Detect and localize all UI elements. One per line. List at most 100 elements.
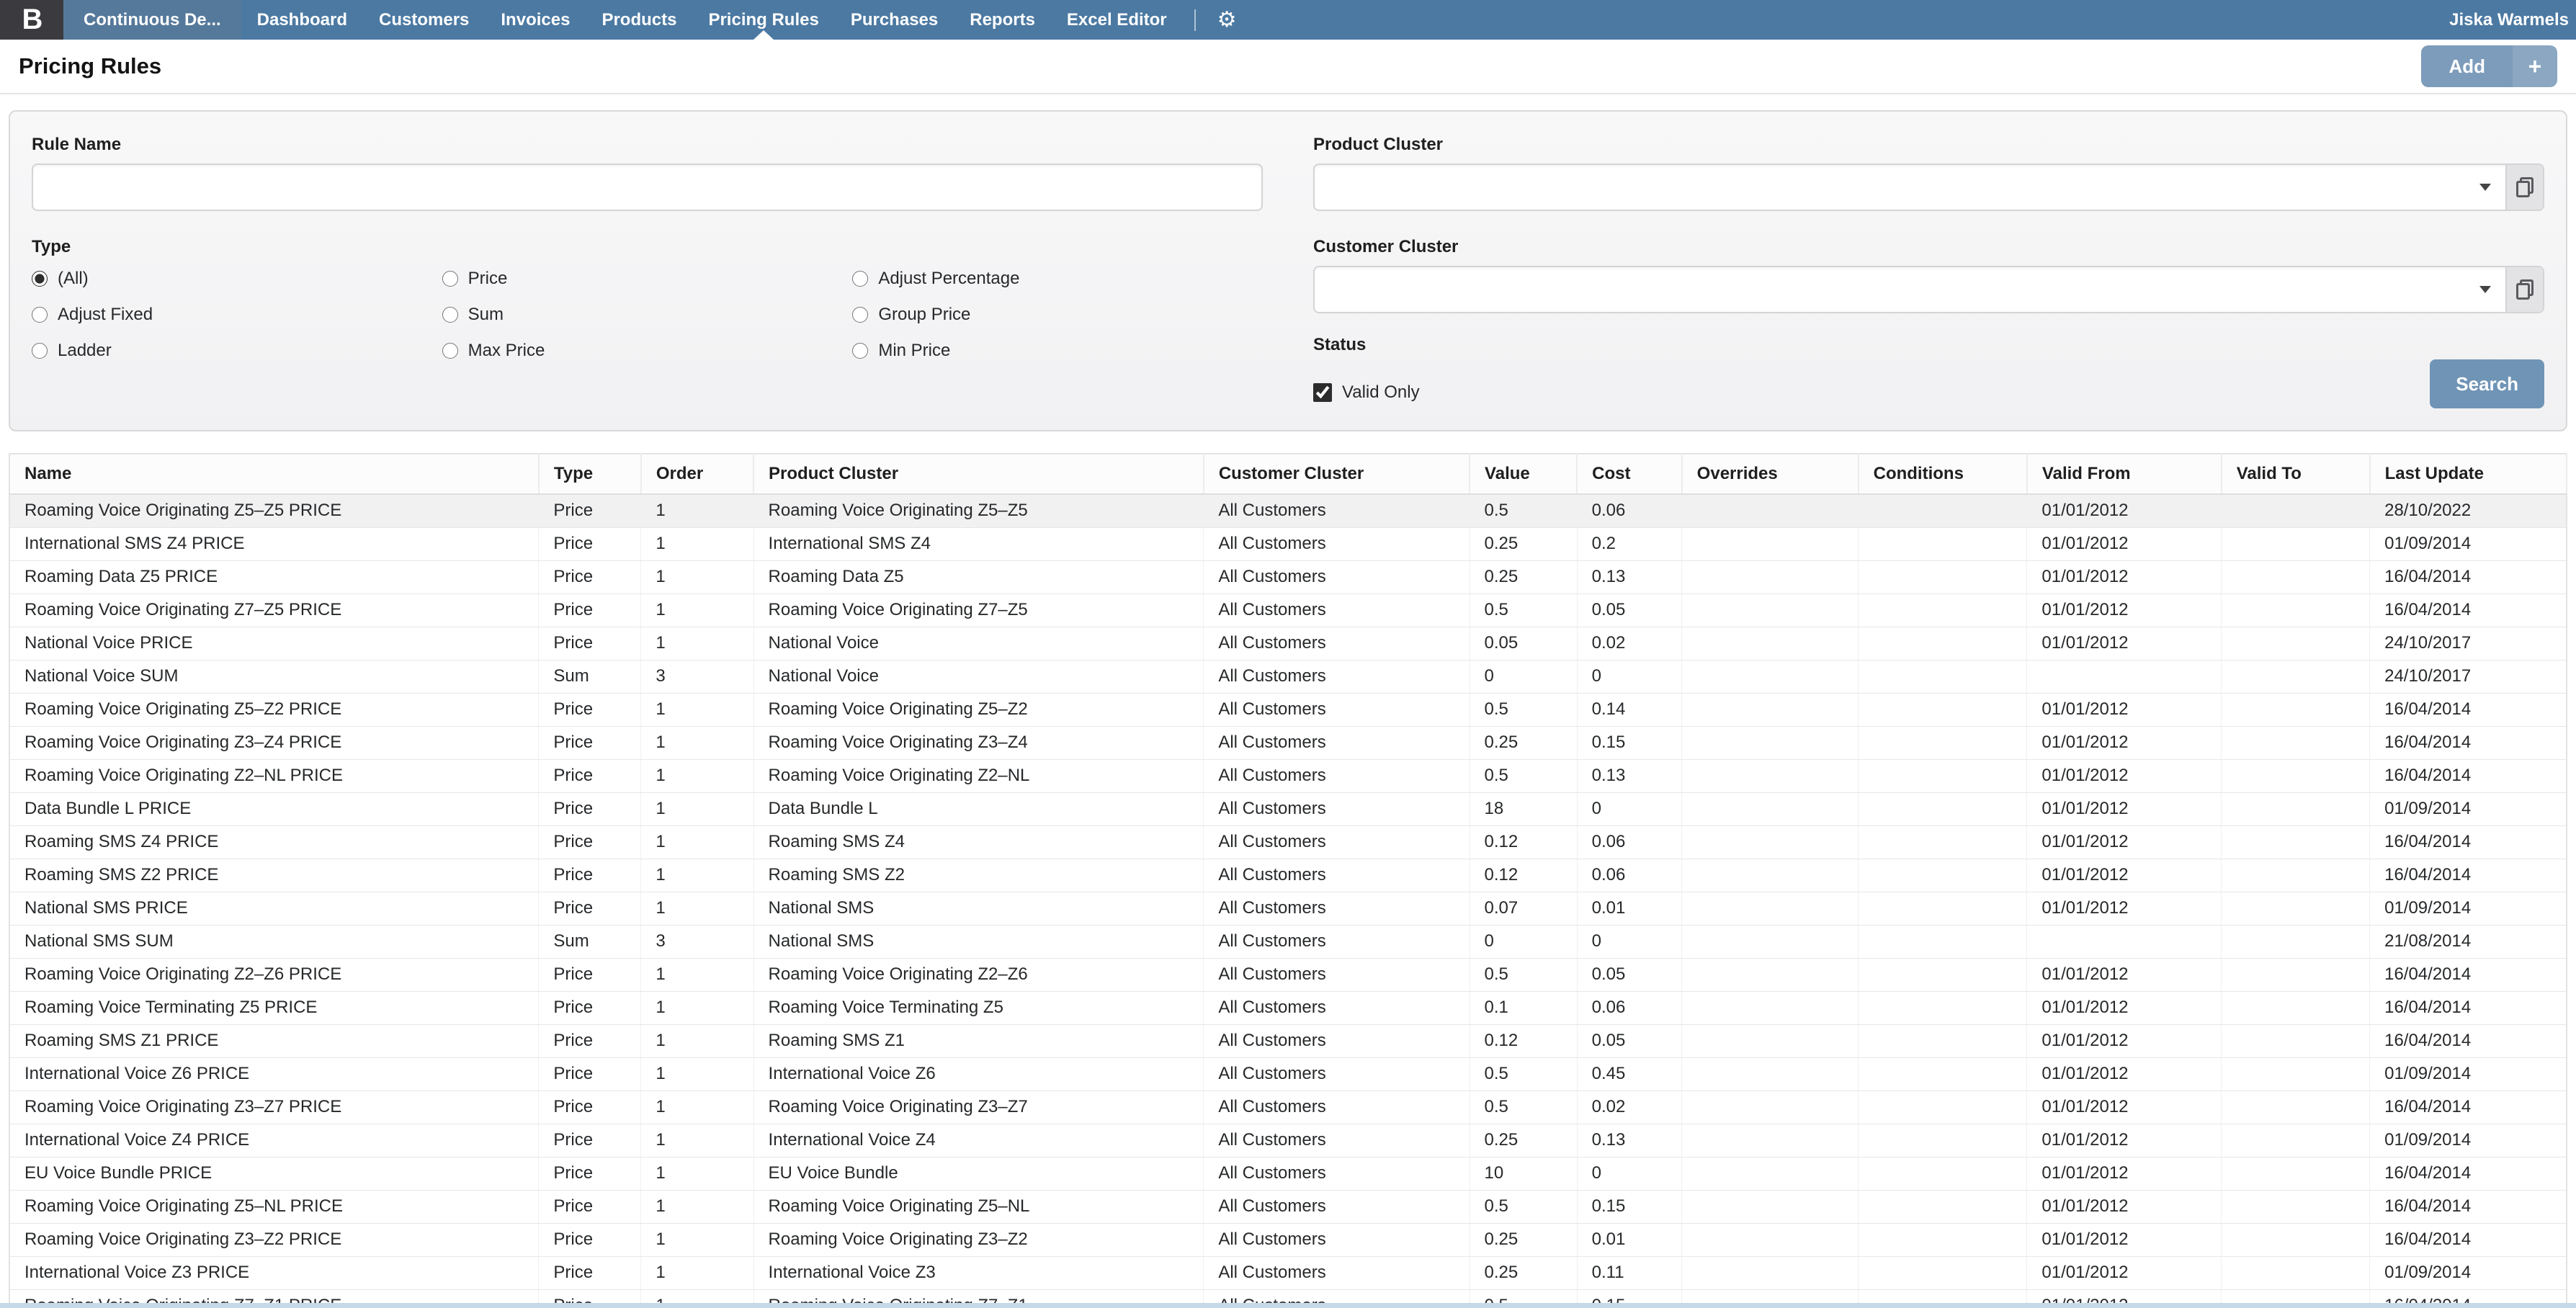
table-row[interactable]: Roaming SMS Z2 PRICEPrice1Roaming SMS Z2… (9, 859, 2567, 892)
table-row[interactable]: Roaming Voice Originating Z5–Z2 PRICEPri… (9, 693, 2567, 726)
table-row[interactable]: Roaming Voice Terminating Z5 PRICEPrice1… (9, 991, 2567, 1024)
type-option-label: Sum (468, 305, 504, 325)
type-radio[interactable] (442, 343, 458, 359)
rule-name-input[interactable] (32, 164, 1263, 211)
type-option-label: Adjust Percentage (878, 269, 1019, 289)
cell-type: Price (539, 1157, 641, 1190)
table-row[interactable]: National SMS PRICEPrice1National SMSAll … (9, 892, 2567, 925)
add-plus-button[interactable]: + (2513, 45, 2557, 87)
cell-product-cluster: Roaming SMS Z1 (753, 1024, 1204, 1057)
cell-cost: 0 (1577, 925, 1682, 958)
cell-order: 1 (641, 1024, 753, 1057)
type-radio[interactable] (852, 307, 868, 323)
column-header-product-cluster[interactable]: Product Cluster (753, 454, 1204, 494)
column-header-customer-cluster[interactable]: Customer Cluster (1204, 454, 1470, 494)
table-row[interactable]: Roaming Voice Originating Z2–Z6 PRICEPri… (9, 958, 2567, 991)
type-radio[interactable] (32, 307, 48, 323)
cell-value: 0.12 (1470, 1024, 1577, 1057)
cell-valid-to (2222, 560, 2370, 593)
column-header-cost[interactable]: Cost (1577, 454, 1682, 494)
table-row[interactable]: Roaming Voice Originating Z2–NL PRICEPri… (9, 759, 2567, 792)
cell-valid-from: 01/01/2012 (2027, 693, 2222, 726)
nav-item-reports[interactable]: Reports (954, 0, 1051, 40)
filter-right-column: Product Cluster Customer Cluster Status … (1313, 122, 2544, 408)
table-row[interactable]: Roaming Voice Originating Z3–Z2 PRICEPri… (9, 1223, 2567, 1256)
table-row[interactable]: National Voice SUMSum3National VoiceAll … (9, 660, 2567, 693)
nav-item-invoices[interactable]: Invoices (485, 0, 586, 40)
cell-customer-cluster: All Customers (1204, 759, 1470, 792)
cell-product-cluster: National SMS (753, 892, 1204, 925)
user-menu[interactable]: Jiska Warmels (2449, 0, 2576, 40)
column-header-last-update[interactable]: Last Update (2370, 454, 2567, 494)
type-radio[interactable] (442, 271, 458, 287)
type-option-sum[interactable]: Sum (442, 305, 853, 325)
cell-valid-from: 01/01/2012 (2027, 991, 2222, 1024)
type-option-ladder[interactable]: Ladder (32, 341, 442, 361)
column-header-name[interactable]: Name (9, 454, 539, 494)
cell-overrides (1682, 1223, 1859, 1256)
nav-item-dashboard[interactable]: Dashboard (241, 0, 363, 40)
valid-only-checkbox-row[interactable]: Valid Only (1313, 382, 1420, 408)
table-row[interactable]: National SMS SUMSum3National SMSAll Cust… (9, 925, 2567, 958)
column-header-order[interactable]: Order (641, 454, 753, 494)
nav-item-products[interactable]: Products (586, 0, 692, 40)
nav-item-excel-editor[interactable]: Excel Editor (1051, 0, 1183, 40)
column-header-conditions[interactable]: Conditions (1859, 454, 2027, 494)
cell-conditions (1859, 1256, 2027, 1289)
cell-order: 1 (641, 1190, 753, 1223)
table-row[interactable]: Roaming Voice Originating Z5–Z5 PRICEPri… (9, 494, 2567, 527)
nav-item-customers[interactable]: Customers (363, 0, 485, 40)
type-radio[interactable] (852, 271, 868, 287)
type-option-group-price[interactable]: Group Price (852, 305, 1263, 325)
product-cluster-browse-button[interactable] (2505, 165, 2543, 210)
type-radio[interactable] (852, 343, 868, 359)
cell-overrides (1682, 958, 1859, 991)
table-row[interactable]: International Voice Z6 PRICEPrice1Intern… (9, 1057, 2567, 1090)
table-row[interactable]: Roaming Voice Originating Z3–Z7 PRICEPri… (9, 1090, 2567, 1124)
search-button[interactable]: Search (2430, 359, 2544, 408)
gear-icon[interactable]: ⚙ (1207, 0, 1247, 40)
type-radio[interactable] (32, 343, 48, 359)
type-option-max-price[interactable]: Max Price (442, 341, 853, 361)
column-header-overrides[interactable]: Overrides (1682, 454, 1859, 494)
valid-only-checkbox[interactable] (1313, 383, 1332, 402)
cell-type: Price (539, 991, 641, 1024)
table-row[interactable]: Roaming Voice Originating Z5–NL PRICEPri… (9, 1190, 2567, 1223)
add-button[interactable]: Add (2421, 45, 2513, 87)
table-row[interactable]: Data Bundle L PRICEPrice1Data Bundle LAl… (9, 792, 2567, 825)
product-cluster-select[interactable] (1313, 164, 2544, 211)
cell-valid-from: 01/01/2012 (2027, 726, 2222, 759)
table-row[interactable]: Roaming Voice Originating Z7–Z5 PRICEPri… (9, 593, 2567, 627)
app-logo[interactable]: B (0, 0, 63, 40)
table-row[interactable]: National Voice PRICEPrice1National Voice… (9, 627, 2567, 660)
nav-item-pricing-rules[interactable]: Pricing Rules (692, 0, 834, 40)
nav-app-tab[interactable]: Continuous De... (63, 0, 241, 40)
nav-item-purchases[interactable]: Purchases (835, 0, 954, 40)
table-row[interactable]: International SMS Z4 PRICEPrice1Internat… (9, 527, 2567, 560)
column-header-value[interactable]: Value (1470, 454, 1577, 494)
cell-product-cluster: Roaming Voice Originating Z2–NL (753, 759, 1204, 792)
type-option-min-price[interactable]: Min Price (852, 341, 1263, 361)
column-header-type[interactable]: Type (539, 454, 641, 494)
type-option-adjust-percentage[interactable]: Adjust Percentage (852, 269, 1263, 289)
table-row[interactable]: Roaming Voice Originating Z3–Z4 PRICEPri… (9, 726, 2567, 759)
type-option-all[interactable]: (All) (32, 269, 442, 289)
type-radio[interactable] (442, 307, 458, 323)
table-row[interactable]: Roaming SMS Z1 PRICEPrice1Roaming SMS Z1… (9, 1024, 2567, 1057)
table-row[interactable]: Roaming Data Z5 PRICEPrice1Roaming Data … (9, 560, 2567, 593)
table-row[interactable]: International Voice Z3 PRICEPrice1Intern… (9, 1256, 2567, 1289)
customer-cluster-select[interactable] (1313, 266, 2544, 313)
cell-cost: 0.45 (1577, 1057, 1682, 1090)
table-row[interactable]: EU Voice Bundle PRICEPrice1EU Voice Bund… (9, 1157, 2567, 1190)
column-header-valid-to[interactable]: Valid To (2222, 454, 2370, 494)
type-option-price[interactable]: Price (442, 269, 853, 289)
column-header-valid-from[interactable]: Valid From (2027, 454, 2222, 494)
type-option-adjust-fixed[interactable]: Adjust Fixed (32, 305, 442, 325)
type-radio[interactable] (32, 271, 48, 287)
cell-overrides (1682, 1157, 1859, 1190)
table-row[interactable]: International Voice Z4 PRICEPrice1Intern… (9, 1124, 2567, 1157)
cell-valid-to (2222, 627, 2370, 660)
cell-name: Roaming Voice Terminating Z5 PRICE (9, 991, 539, 1024)
customer-cluster-browse-button[interactable] (2505, 267, 2543, 312)
table-row[interactable]: Roaming SMS Z4 PRICEPrice1Roaming SMS Z4… (9, 825, 2567, 859)
